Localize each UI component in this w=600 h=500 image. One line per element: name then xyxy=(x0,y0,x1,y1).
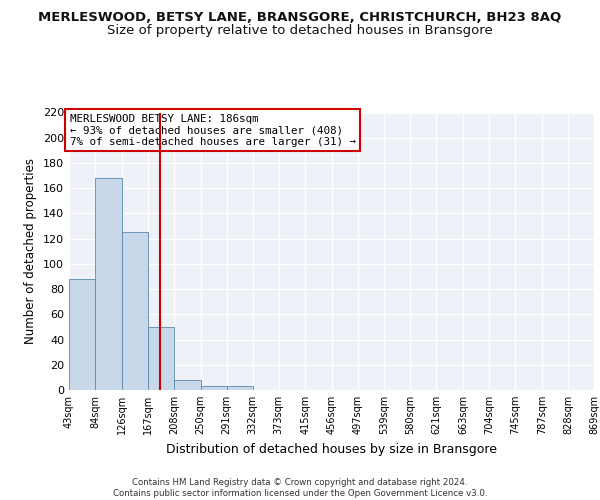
Bar xyxy=(95,178,122,390)
Bar xyxy=(69,279,95,390)
Y-axis label: Number of detached properties: Number of detached properties xyxy=(25,158,37,344)
Bar xyxy=(174,380,200,390)
Bar xyxy=(122,232,148,390)
Text: MERLESWOOD BETSY LANE: 186sqm
← 93% of detached houses are smaller (408)
7% of s: MERLESWOOD BETSY LANE: 186sqm ← 93% of d… xyxy=(70,114,356,147)
Bar xyxy=(148,327,174,390)
Bar xyxy=(200,386,227,390)
Bar xyxy=(227,386,253,390)
Text: Contains HM Land Registry data © Crown copyright and database right 2024.
Contai: Contains HM Land Registry data © Crown c… xyxy=(113,478,487,498)
X-axis label: Distribution of detached houses by size in Bransgore: Distribution of detached houses by size … xyxy=(166,442,497,456)
Text: MERLESWOOD, BETSY LANE, BRANSGORE, CHRISTCHURCH, BH23 8AQ: MERLESWOOD, BETSY LANE, BRANSGORE, CHRIS… xyxy=(38,11,562,24)
Text: Size of property relative to detached houses in Bransgore: Size of property relative to detached ho… xyxy=(107,24,493,37)
